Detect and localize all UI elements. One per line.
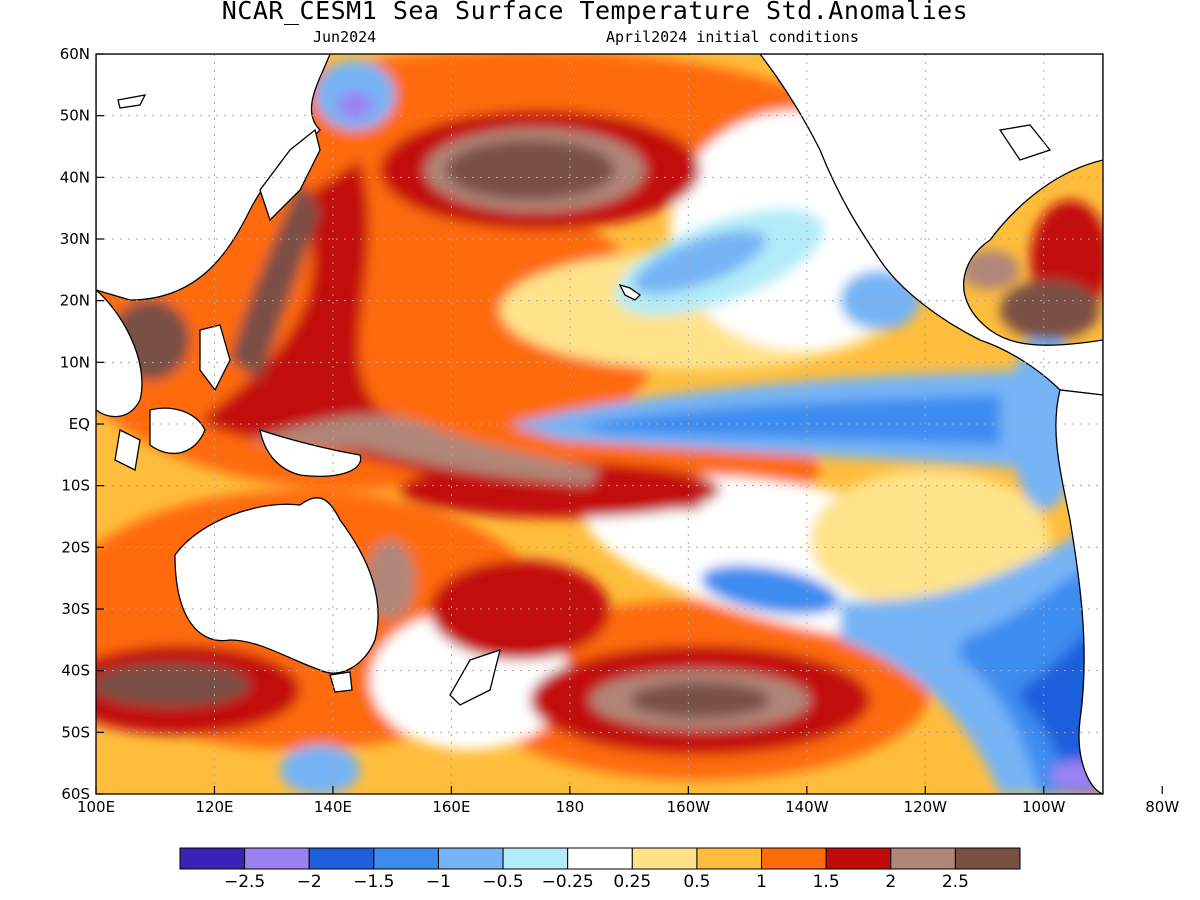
lon-tick-label: 140E [314, 798, 352, 816]
colorbar-label: 2 [885, 872, 897, 892]
strong-warm-scpz [400, 462, 720, 518]
new-guinea [259, 429, 362, 477]
longitude-axis: 100E 120E 140E 160E 180 160W 140W 120W 100W 80W [77, 786, 1179, 816]
cold-patch-baja [840, 270, 920, 330]
lat-tick-label: 20S [61, 538, 90, 556]
cold-tongue-core [580, 395, 1000, 445]
colorbar-label: −1.5 [353, 872, 395, 892]
anomaly-field [96, 54, 1103, 794]
lat-tick-label: 50S [61, 723, 90, 741]
colorbar-label: −2.5 [223, 872, 266, 892]
extreme-warm-caribbean [1000, 280, 1100, 340]
colorbar-segment [244, 847, 310, 870]
colorbar-segment [890, 847, 956, 870]
lat-tick-label: 40N [60, 168, 90, 186]
initial-conditions: April2024 initial conditions [606, 28, 859, 46]
colorbar-segment [761, 847, 827, 870]
extreme-warm-equatorial-west [250, 414, 600, 485]
philippines [199, 324, 231, 392]
extreme-warm-south-indian [96, 663, 250, 707]
neutral-zone-east [810, 470, 1050, 610]
colorbar-label: 0.5 [683, 872, 711, 892]
lat-tick-label: 30N [60, 230, 90, 248]
lon-tick-label: 120E [195, 798, 233, 816]
sakhalin [117, 94, 147, 109]
map-title: NCAR_CESM1 Sea Surface Temperature Std.A… [221, 0, 969, 25]
colorbar-segment [631, 847, 698, 870]
colorbar-segment [954, 847, 1021, 870]
lat-tick-label: EQ [69, 415, 90, 433]
colorbar-label: −2 [296, 872, 322, 892]
south-america [1055, 389, 1103, 794]
lat-tick-label: 60S [61, 785, 90, 803]
extreme-warm-north-pacific-core [445, 140, 615, 200]
colorbar-segment [502, 847, 569, 870]
colorbar-segment [179, 847, 246, 870]
lon-tick-label: 180 [556, 798, 585, 816]
cold-patch-south-central [700, 565, 840, 615]
extreme-warm-gulf [960, 250, 1020, 290]
colorbar-label: −0.5 [482, 872, 524, 892]
colorbar-label: 2.5 [941, 872, 969, 892]
lon-tick-label: 120W [904, 798, 948, 816]
colorbar-segment [825, 847, 892, 870]
land-masses [96, 54, 1103, 794]
japan [259, 128, 321, 222]
lat-tick-label: 60N [60, 45, 90, 63]
new-zealand [449, 649, 501, 706]
lon-tick-label: 100W [1022, 798, 1066, 816]
cold-patch-northeast-core [633, 230, 767, 294]
colorbar [179, 847, 1021, 870]
cold-patch-okhotsk-core [337, 91, 373, 119]
cold-patch-south-1 [280, 745, 360, 794]
grid-lines [96, 54, 1103, 794]
colorbar-label: 1 [756, 872, 767, 892]
hudson-bay-coast [998, 124, 1052, 161]
strong-warm-tasman [430, 560, 610, 660]
sumatra [114, 429, 141, 471]
lon-tick-label: 80W [1145, 798, 1179, 816]
forecast-month: Jun2024 [313, 28, 377, 46]
borneo [149, 407, 206, 454]
extreme-warm-east-asia [230, 180, 320, 380]
colorbar-segment [696, 847, 763, 870]
colorbar-label: −1 [425, 872, 451, 892]
colorbar-label: 0.25 [613, 872, 652, 892]
lat-tick-label: 40S [61, 662, 90, 680]
colorbar-segment [373, 847, 439, 870]
colorbar-segment [308, 847, 375, 870]
latitude-axis: 60N 50N 40N 30N 20N 10N EQ 10S 20S 30S 40S 50S 60S [60, 45, 104, 803]
lat-tick-label: 20N [60, 292, 90, 310]
lon-tick-label: 160W [667, 798, 711, 816]
extreme-warm-south-pacific-core [630, 682, 770, 718]
lat-tick-label: 10S [61, 477, 90, 495]
lon-tick-label: 140W [785, 798, 829, 816]
colorbar-label: −0.25 [541, 872, 594, 892]
colorbar-label: 1.5 [812, 872, 840, 892]
lat-tick-label: 30S [61, 600, 90, 618]
lon-tick-label: 160E [432, 798, 470, 816]
hawaii [618, 283, 642, 301]
colorbar-segment [437, 847, 504, 870]
indochina [96, 289, 143, 418]
colorbar-segment [567, 847, 633, 870]
lon-tick-label: 100E [77, 798, 115, 816]
australia [174, 497, 379, 674]
lat-tick-label: 10N [60, 353, 90, 371]
lat-tick-label: 50N [60, 107, 90, 125]
